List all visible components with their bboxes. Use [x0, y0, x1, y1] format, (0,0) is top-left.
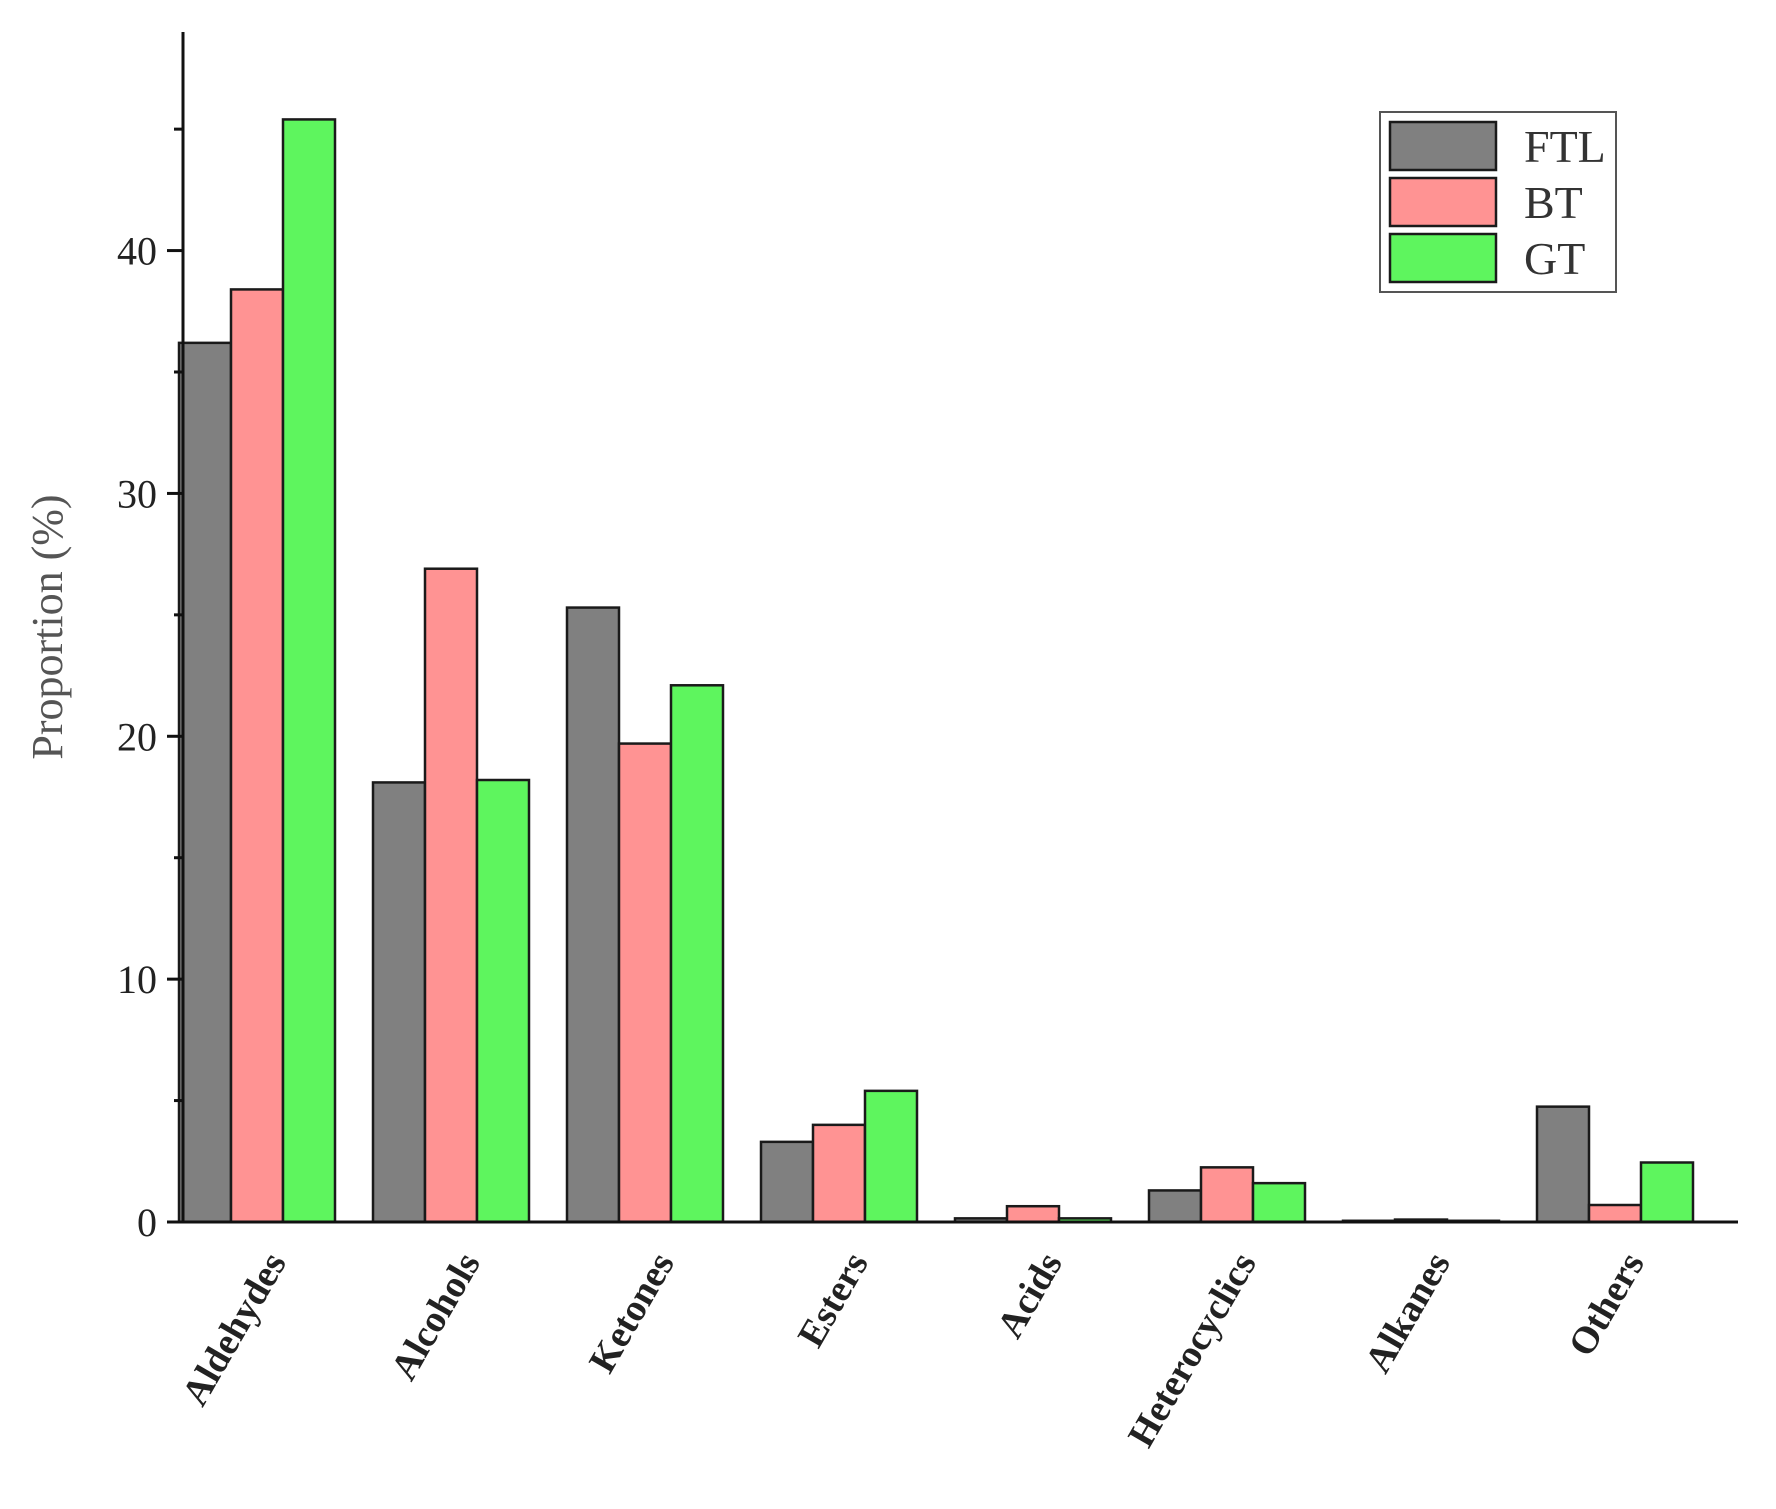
bar-bt-esters	[811, 1123, 867, 1224]
y-tick-label: 30	[117, 471, 157, 516]
bar-gt-alcohols	[475, 778, 531, 1224]
bar-bt-heterocyclics	[1199, 1166, 1255, 1224]
bar-bt-alcohols	[423, 567, 479, 1224]
legend-label-gt: GT	[1524, 233, 1585, 284]
y-axis-title: Proportion (%)	[23, 494, 72, 759]
bar-bt-aldehydes	[229, 288, 285, 1224]
bar-gt-ketones	[669, 684, 725, 1224]
bars-layer	[177, 118, 1695, 1224]
y-tick-label: 0	[137, 1200, 157, 1245]
bar-gt-others	[1639, 1161, 1695, 1224]
x-category-label-heterocyclics: Heterocyclics	[1120, 1246, 1265, 1455]
y-tick-label: 20	[117, 714, 157, 759]
x-category-label-alkanes: Alkanes	[1357, 1246, 1459, 1380]
legend-label-ftl: FTL	[1524, 121, 1606, 172]
y-ticks: 0 10 20 30 40	[117, 127, 183, 1245]
bar-ftl-aldehydes	[177, 341, 233, 1224]
bar-gt-heterocyclics	[1251, 1181, 1307, 1224]
legend-swatch-gt	[1388, 232, 1498, 284]
y-tick-label: 10	[117, 957, 157, 1002]
legend-swatch-bt	[1388, 176, 1498, 228]
x-category-label-alcohols: Alcohols	[383, 1246, 489, 1388]
bar-ftl-ketones	[565, 606, 621, 1224]
legend-label-bt: BT	[1524, 177, 1583, 228]
x-category-labels: Aldehydes Alcohols Ketones Esters Acids Heter…	[174, 1246, 1653, 1455]
bar-bt-acids	[1005, 1204, 1061, 1224]
bar-ftl-heterocyclics	[1147, 1189, 1203, 1224]
bar-gt-esters	[863, 1089, 919, 1224]
bar-bt-ketones	[617, 742, 673, 1224]
x-category-label-ketones: Ketones	[581, 1246, 683, 1380]
x-category-label-esters: Esters	[790, 1246, 877, 1355]
x-category-label-others: Others	[1560, 1246, 1652, 1364]
bar-ftl-others	[1535, 1105, 1591, 1224]
y-tick-label: 40	[117, 229, 157, 274]
bar-ftl-alcohols	[371, 781, 427, 1224]
axes-layer	[181, 32, 1738, 1224]
legend-swatch-ftl	[1388, 120, 1498, 172]
x-category-label-acids: Acids	[989, 1246, 1071, 1346]
bar-bt-others	[1587, 1203, 1643, 1224]
bar-ftl-esters	[759, 1140, 815, 1224]
x-category-label-aldehydes: Aldehydes	[174, 1246, 295, 1413]
bar-gt-aldehydes	[281, 118, 337, 1224]
